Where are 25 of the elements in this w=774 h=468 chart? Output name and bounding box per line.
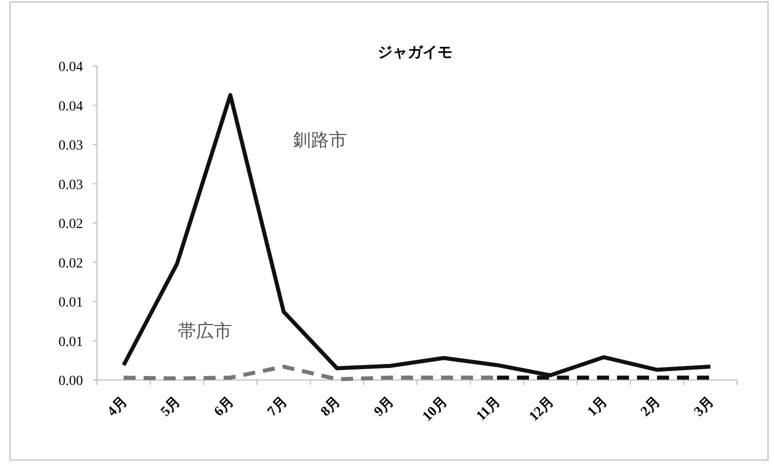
- x-tick-label: 3月: [692, 394, 718, 420]
- y-tick-label: 0.01: [58, 334, 83, 350]
- y-tick-label: 0.04: [58, 99, 83, 114]
- x-tick-label: 9月: [372, 394, 398, 420]
- line-series: [122, 93, 712, 378]
- y-tick-label: 0.03: [58, 138, 83, 154]
- x-tick-label: 1月: [585, 394, 610, 420]
- x-tick-label: 10月: [420, 394, 450, 425]
- y-tick-label: 0.04: [58, 60, 83, 75]
- y-tick-label: 0.01: [58, 296, 83, 310]
- y-tick-label: 0.00: [58, 374, 83, 389]
- x-tick-label: 2月: [638, 394, 664, 420]
- x-tick-label: 11月: [474, 394, 504, 424]
- x-tick-label: 6月: [212, 394, 238, 420]
- annotation: 帯広市: [178, 321, 232, 341]
- y-tick-label: 0.03: [58, 178, 83, 193]
- y-tick-label: 0.02: [58, 217, 83, 232]
- x-tick-label: 5月: [158, 394, 184, 420]
- x-tick-label: 4月: [105, 394, 130, 420]
- x-tick-label: 12月: [526, 394, 558, 425]
- x-tick-label: 8月: [318, 394, 344, 420]
- annotation: 釧路市: [293, 130, 347, 150]
- chart-title: ジャガイモ: [378, 45, 452, 61]
- y-tick-label: 0.02: [58, 256, 83, 272]
- x-tick-label: 7月: [265, 394, 290, 420]
